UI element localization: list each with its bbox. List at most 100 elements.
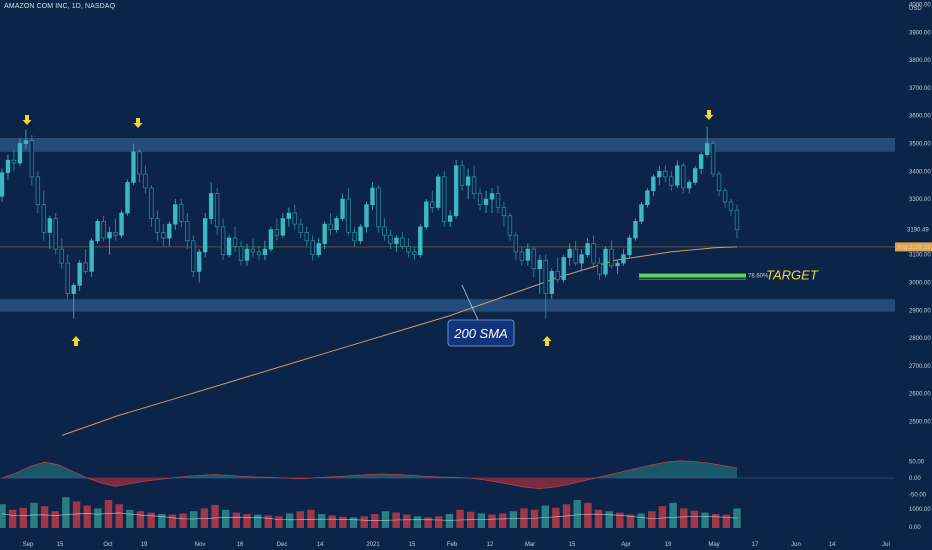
time-tick: May [708,542,719,548]
candle-body [394,237,399,244]
volume-bar [669,502,677,528]
volume-bar [349,517,358,528]
candle-body [489,193,495,200]
candle-body [41,204,47,233]
time-tick: 2021 [366,542,380,548]
candle-body [161,232,166,239]
volume-pane: 1000.00 0.00 [0,497,931,531]
volume-bar [435,516,443,528]
candle-body [226,237,232,256]
volume-bar [626,514,635,528]
volume-bar [445,514,454,528]
candle-body [424,201,429,228]
price-tick: 3100.00 [909,253,931,259]
candle-body [507,215,513,236]
price-tick: 3700.00 [909,86,931,92]
price-tick: 3600.00 [909,114,931,120]
candle-body [441,176,447,222]
candle-body [531,248,537,269]
candle-body [633,220,638,239]
oscillator-line [1,460,738,490]
sma-price-tag-bg [895,242,932,252]
volume-bar [307,509,315,528]
volume-bar [51,511,59,528]
volume-bar [200,508,209,528]
arrow-up-mar-shape [542,336,552,346]
candle-body [459,165,465,186]
candle-body [220,226,226,256]
candle-body [710,143,716,175]
volume-bar [605,511,613,528]
time-axis[interactable]: Sep 15 Oct 19 Nov 16 Dec 14 2021 15 Feb 12 Mar 15 Apr 1… [23,542,890,548]
volume-bar [648,511,656,528]
candle-body [202,218,208,253]
price-axis[interactable]: 4000.00 3900.00 3800.00 3700.00 3600.00 3500.… [895,3,932,426]
candle-body [155,218,160,233]
time-tick: 12 [487,542,494,548]
candle-body [268,229,274,250]
candle-body [125,182,130,214]
arrow-down-apr-shape [704,110,714,120]
candle-body [400,237,405,247]
candle-body [561,257,566,281]
time-tick: Mar [525,542,535,548]
time-tick: 17 [752,542,759,548]
volume-bar [126,509,134,528]
fib-level-label: 78.60% [748,274,769,280]
candle-body [585,243,590,256]
sma-callout-box [447,319,515,347]
volume-bar [371,514,379,528]
time-tick: 19 [665,542,672,548]
volume-bar [0,504,6,528]
volume-bar [520,508,528,528]
candle-body [621,254,626,264]
candle-body [465,176,471,186]
candle-body [513,234,519,253]
candle-body [304,232,309,242]
candle-body [681,165,686,189]
candle-body [322,223,327,244]
volume-bar [115,504,123,528]
candle-body [208,193,214,219]
candle-body [663,170,668,178]
volume-bar [477,513,486,528]
candle-body [525,248,531,261]
candle-body [669,176,674,186]
volume-bar [360,516,368,528]
volume-bar [658,506,667,528]
volume-bar [317,514,326,528]
price-tick: 3500.00 [909,142,931,148]
volume-bar [136,511,145,528]
time-tick: Feb [447,542,458,548]
candle-body [47,218,53,233]
candle-body [358,226,363,242]
volume-bar [541,505,549,528]
candle-body [734,209,740,231]
arrow-down-oct [133,118,143,128]
candle-body [59,248,64,264]
volume-bar [456,509,464,528]
sma-callout-pointer [461,284,479,321]
current-price-tag-bg [895,225,932,234]
volume-bar [264,515,273,528]
candle-body [196,251,202,272]
candle-body [537,259,543,269]
candle-body [191,240,196,272]
candle-body [453,165,459,217]
oscillator-tick: 0.00 [909,476,921,482]
candle-body [543,259,548,294]
candle-body [704,143,710,155]
candle-body [95,220,100,242]
candle-body [447,215,453,222]
chart-title: AMAZON COM INC, 1D, NASDAQ [4,3,116,10]
volume-bar [680,508,688,528]
candle-body [143,173,148,189]
arrow-down-sep [22,115,32,125]
price-tick: 2500.00 [909,420,931,426]
callouts: 200 SMA [447,284,515,347]
volume-bar [179,513,187,528]
volume-tick: 1000.00 [909,507,931,513]
candle-body [11,159,17,164]
candle-body [376,187,381,228]
